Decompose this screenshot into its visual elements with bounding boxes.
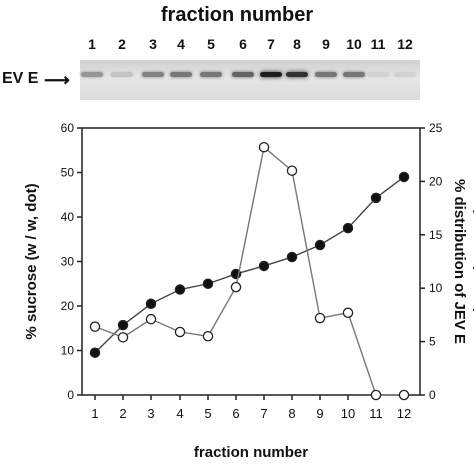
sucrose-point [89,347,101,358]
gel-band [367,72,389,77]
protein-point [314,312,326,324]
lane-label: 7 [267,36,275,52]
lane-label: 11 [370,36,386,52]
sucrose-point [117,319,129,331]
lane-label: 2 [118,36,126,52]
x-tick-label: 6 [232,406,239,421]
series-line [94,176,405,354]
protein-point [342,307,354,319]
y2-tick-label: 0 [429,388,436,402]
sucrose-point [258,260,270,272]
protein-point [370,389,382,401]
y2-axis-label-continued: protein (circle) [472,209,474,313]
lane-label: 10 [346,36,362,52]
y2-axis-label: % distribution of JEV E [451,179,468,344]
gel-band [170,72,192,77]
x-tick-label: 12 [397,406,411,421]
x-tick-label: 5 [204,406,211,421]
protein-point [174,326,186,338]
gel-band [286,72,308,77]
sucrose-point [314,239,326,251]
protein-point [202,331,214,342]
lane-label: 6 [239,36,247,52]
sucrose-point [174,284,186,295]
lane-label: 8 [293,36,301,52]
gel-band [260,72,282,77]
lane-label: 1 [88,36,96,52]
protein-point [145,313,157,325]
y-tick-label: 40 [61,210,75,224]
lane-label: 3 [149,36,157,52]
gel-band [111,72,133,77]
gel-band [142,72,164,77]
protein-point [230,281,242,293]
lane-label: 5 [207,36,215,52]
x-tick-label: 8 [288,406,295,421]
x-tick-label: 2 [119,406,126,421]
gel-band [343,72,365,77]
x-axis-label: fraction number [194,444,308,461]
x-tick-label: 11 [369,406,383,421]
arrow-right-icon: ⟶ [44,70,70,90]
protein-point [258,141,270,153]
gel-band [232,72,254,77]
sucrose-point [398,171,410,183]
y-axis-label: % sucrose (w / w, dot) [23,183,40,339]
western-blot-image [80,60,420,100]
lane-label: 12 [397,36,413,52]
y-tick-label: 30 [61,255,75,269]
x-tick-label: 9 [316,406,323,421]
protein-point [89,321,101,332]
x-tick-label: 3 [147,406,154,421]
sucrose-point [145,298,157,310]
blot-title: fraction number [160,4,314,26]
y2-tick-label: 5 [429,335,436,349]
series-line [94,145,404,396]
y2-tick-label: 20 [429,174,443,188]
y2-tick-label: 25 [429,121,443,135]
protein-point [398,389,410,401]
y2-tick-label: 15 [429,228,443,242]
x-tick-label: 1 [91,406,98,421]
x-tick-label: 7 [260,406,267,421]
sucrose-point [370,192,382,204]
y-tick-label: 50 [61,166,75,180]
x-tick-label: 4 [176,406,183,421]
y-tick-label: 60 [61,121,75,135]
y-tick-label: 20 [61,299,75,313]
lane-label: 4 [177,36,185,52]
band-label: EV E [2,70,39,87]
sucrose-point [342,222,354,234]
gel-band [200,72,222,77]
sucrose-point [286,251,298,263]
gel-band [394,72,416,77]
y2-tick-label: 10 [429,281,443,295]
protein-point [117,332,129,343]
protein-point [286,165,298,176]
y-tick-label: 10 [61,344,75,358]
gel-band [315,72,337,77]
plot-frame [81,127,421,396]
y-tick-label: 0 [67,388,74,402]
gel-band [81,72,103,77]
sucrose-point [202,278,214,289]
lane-label: 9 [322,36,330,52]
x-tick-label: 10 [341,406,355,421]
